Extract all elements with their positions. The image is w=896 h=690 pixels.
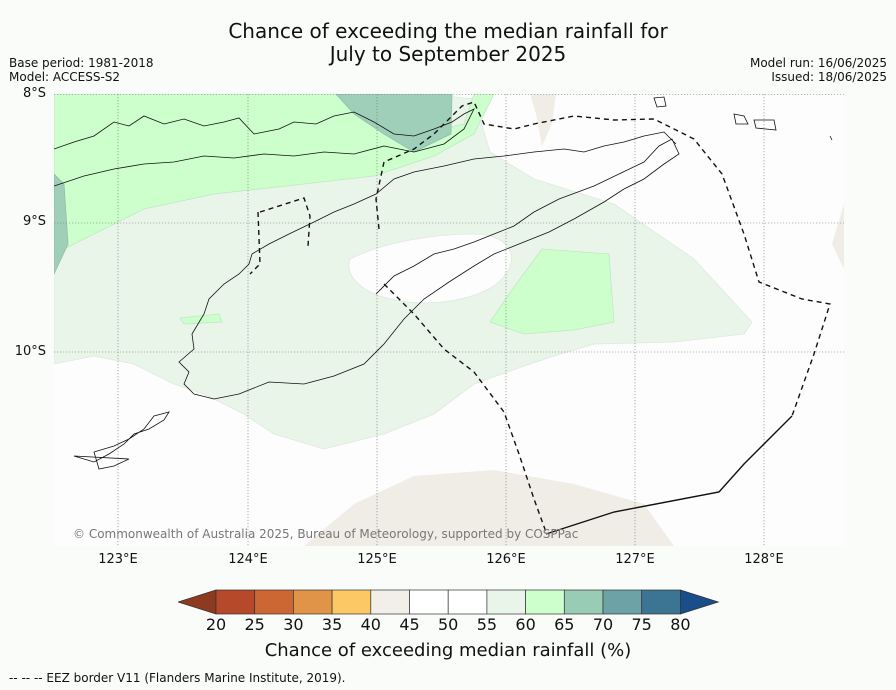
rainfall-map	[54, 94, 844, 546]
lat-label-9s: 9°S	[22, 214, 46, 229]
coastlines	[54, 96, 833, 470]
colorbar-segment	[409, 589, 449, 615]
lon-label-127e: 127°E	[615, 552, 655, 567]
title-line-2: July to September 2025	[329, 42, 567, 66]
colorbar-tick: 45	[399, 615, 420, 634]
colorbar-tick: 35	[321, 615, 343, 634]
colorbar-segment	[525, 589, 565, 615]
colorbar-tick: 50	[438, 615, 459, 634]
copyright-notice: © Commonwealth of Australia 2025, Bureau…	[73, 527, 579, 541]
colorbar-segment	[602, 589, 643, 615]
colorbar-segment	[331, 589, 372, 615]
map-title: Chance of exceeding the median rainfall …	[0, 20, 896, 66]
colorbar-tick: 75	[631, 615, 652, 634]
colorbar-segment	[447, 589, 488, 615]
model-info: Base period: 1981-2018 Model: ACCESS-S2	[9, 56, 154, 84]
zone-50-55-hole	[348, 233, 512, 304]
run-info: Model run: 16/06/2025 Issued: 18/06/2025	[750, 56, 887, 84]
colorbar-segment	[370, 589, 410, 615]
colorbar-tick: 20	[205, 615, 227, 634]
coast-islet-3	[753, 119, 777, 131]
base-period: Base period: 1981-2018	[9, 56, 154, 70]
zone-40-45-east	[832, 204, 844, 269]
eez-dashed-west	[249, 197, 311, 275]
coast-islet-2	[733, 113, 749, 125]
eez-footnote: -- -- -- EEZ border V11 (Flanders Marine…	[9, 671, 346, 685]
coast-islet-4	[829, 135, 833, 141]
coast-flores	[54, 108, 475, 187]
colorbar	[178, 589, 720, 615]
lat-label-10s: 10°S	[14, 344, 46, 359]
zone-40-45-south	[304, 470, 674, 546]
colorbar-segment	[563, 589, 604, 615]
model-run-date: Model run: 16/06/2025	[749, 56, 887, 70]
issued-date: Issued: 18/06/2025	[771, 70, 887, 84]
graticule	[54, 94, 844, 546]
title-line-1: Chance of exceeding the median rainfall …	[228, 19, 668, 43]
colorbar-tick: 65	[554, 615, 575, 634]
coast-timor-north	[178, 131, 680, 400]
colorbar-tick: 55	[476, 615, 498, 634]
colorbar-segment	[641, 589, 681, 615]
eez-solid-south	[545, 415, 793, 535]
lon-label-124e: 124°E	[228, 552, 268, 567]
coast-rote	[73, 411, 170, 470]
colorbar-segment	[254, 589, 294, 615]
colorbar-segment	[215, 589, 256, 615]
lon-label-126e: 126°E	[486, 552, 526, 567]
lon-label-128e: 128°E	[744, 552, 784, 567]
colorbar-arrow-high	[680, 589, 720, 615]
eez-dashed-main	[375, 101, 831, 417]
model-name: Model: ACCESS-S2	[9, 70, 121, 84]
colorbar-label: Chance of exceeding median rainfall (%)	[264, 640, 632, 661]
lon-label-125e: 125°E	[357, 552, 397, 567]
coast-islet-1	[653, 96, 667, 108]
map-canvas	[54, 94, 844, 546]
colorbar-tick: 25	[244, 615, 265, 634]
zone-65-70-west	[54, 173, 69, 275]
colorbar-segment	[293, 589, 333, 615]
lon-label-123e: 123°E	[98, 552, 138, 567]
eez-border	[249, 101, 831, 535]
colorbar-tick: 30	[283, 615, 304, 634]
lat-label-8s: 8°S	[22, 86, 46, 101]
zone-40-45-north	[530, 94, 556, 146]
colorbar-tick: 70	[592, 615, 614, 634]
colorbar-tick: 60	[515, 615, 536, 634]
colorbar-arrow-low	[178, 589, 217, 615]
colorbar-tick: 40	[360, 615, 381, 634]
colorbar-tick: 80	[670, 615, 691, 634]
colorbar-segment	[486, 589, 526, 615]
